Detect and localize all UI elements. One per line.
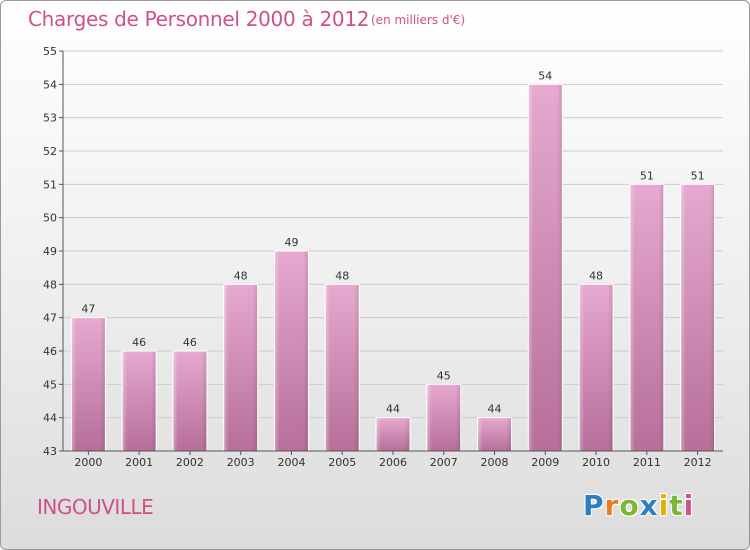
x-tick-label: 2002 [176,456,204,469]
bar-highlight [477,417,513,452]
x-tick-label: 2006 [379,456,407,469]
x-tick-label: 2008 [481,456,509,469]
data-label: 44 [386,403,400,416]
logo-letter: t [669,489,684,522]
bar-highlight [375,417,411,452]
data-label: 46 [183,336,197,349]
y-tick-label: 49 [43,245,57,258]
place-name: INGOUVILLE [37,495,154,519]
data-label: 48 [335,269,349,282]
proxiti-logo: Proxiti [583,489,694,522]
data-label: 46 [132,336,146,349]
logo-letter: i [658,489,670,522]
x-tick-label: 2009 [531,456,559,469]
x-tick-label: 2003 [227,456,255,469]
x-tick-label: 2001 [125,456,153,469]
data-label: 54 [538,69,552,82]
bar-highlight [273,250,309,452]
y-tick-label: 50 [43,212,57,225]
y-tick-label: 51 [43,178,57,191]
x-tick-label: 2000 [74,456,102,469]
logo-letter: i [683,489,695,522]
bar-highlight [172,350,208,452]
y-tick-label: 54 [43,78,57,91]
y-tick-label: 45 [43,378,57,391]
x-tick-label: 2011 [633,456,661,469]
bar-highlight [629,183,665,452]
bar-highlight [680,183,716,452]
chart-title: Charges de Personnel 2000 à 2012 [28,7,370,31]
data-label: 51 [691,169,705,182]
bar-highlight [527,83,563,452]
y-tick-label: 47 [43,312,57,325]
data-label: 45 [437,369,451,382]
x-tick-label: 2007 [430,456,458,469]
data-label: 51 [640,169,654,182]
data-label: 48 [234,269,248,282]
bar-highlight [70,317,106,452]
logo-letter: o [619,489,640,522]
y-tick-label: 44 [43,412,57,425]
data-label: 47 [81,303,95,316]
data-label: 48 [589,269,603,282]
chart-subtitle: (en milliers d'€) [371,13,466,27]
logo-letter: r [604,489,620,522]
logo-letter: x [639,489,659,522]
y-tick-label: 43 [43,445,57,458]
bar-highlight [578,283,614,452]
bar-highlight [324,283,360,452]
logo-letter: P [583,489,605,522]
data-label: 49 [284,236,298,249]
bar-highlight [223,283,259,452]
x-tick-label: 2005 [328,456,356,469]
x-tick-label: 2004 [277,456,305,469]
data-label: 44 [488,403,502,416]
y-tick-label: 48 [43,278,57,291]
y-tick-label: 55 [43,45,57,58]
bar-highlight [426,383,462,452]
y-tick-label: 53 [43,112,57,125]
y-tick-label: 52 [43,145,57,158]
x-tick-label: 2012 [684,456,712,469]
bar-highlight [121,350,157,452]
y-tick-label: 46 [43,345,57,358]
x-tick-label: 2010 [582,456,610,469]
